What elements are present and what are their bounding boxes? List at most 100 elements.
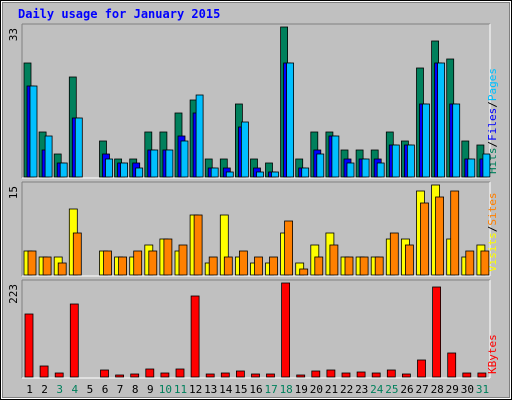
bar-sites-day-11 — [178, 244, 188, 276]
bar-sites-day-17 — [269, 256, 278, 276]
bar-kbytes-day-27 — [417, 359, 426, 378]
bar-sites-day-2 — [42, 256, 52, 276]
x-tick-label-day-10: 10 — [159, 383, 172, 396]
bar-kbytes-day-21 — [326, 369, 336, 378]
bar-sites-day-27 — [420, 202, 429, 276]
bar-sites-day-12 — [193, 214, 203, 276]
bar-pages-day-31 — [482, 153, 491, 178]
bar-sites-day-31 — [480, 250, 490, 276]
bar-sites-day-14 — [223, 256, 233, 276]
bar-kbytes-day-2 — [39, 365, 49, 378]
bar-sites-day-16 — [254, 256, 263, 276]
bar-kbytes-day-10 — [160, 372, 170, 378]
bar-pages-day-30 — [467, 158, 476, 178]
x-tick-label-day-14: 14 — [219, 383, 233, 396]
bar-kbytes-day-6 — [100, 369, 109, 378]
x-tick-label-day-5: 5 — [87, 383, 94, 396]
x-tick-label-day-9: 9 — [147, 383, 154, 396]
bar-pages-day-20 — [316, 153, 325, 178]
x-tick-label-day-16: 16 — [249, 383, 262, 396]
bar-kbytes-day-23 — [356, 371, 366, 378]
bar-kbytes-day-7 — [115, 374, 124, 378]
bar-kbytes-day-14 — [220, 372, 230, 378]
bar-sites-day-10 — [163, 238, 173, 276]
bar-pages-day-27 — [422, 103, 430, 178]
panel-visits-max-label: 15 — [7, 186, 20, 199]
bar-sites-day-18 — [284, 220, 294, 276]
bar-pages-day-7 — [120, 162, 128, 178]
bar-kbytes-day-19 — [296, 374, 306, 378]
legend-separator: / — [486, 101, 499, 108]
panel-hits-max-label: 33 — [7, 28, 20, 41]
bar-sites-day-28 — [435, 196, 445, 276]
x-tick-label-day-20: 20 — [310, 383, 323, 396]
bar-sites-day-7 — [118, 256, 127, 276]
bar-pages-day-17 — [271, 171, 279, 178]
bar-kbytes-day-20 — [311, 370, 321, 378]
legend-pages: Pages — [486, 68, 499, 101]
x-tick-label-day-1: 1 — [26, 383, 33, 396]
bar-sites-day-30 — [465, 250, 475, 276]
bar-pages-day-14 — [225, 171, 234, 178]
bar-pages-day-25 — [391, 144, 400, 178]
bar-pages-day-1 — [29, 85, 38, 178]
bar-pages-day-21 — [331, 135, 340, 178]
bar-pages-day-6 — [105, 158, 113, 178]
bar-sites-day-25 — [389, 232, 399, 276]
x-tick-label-day-18: 18 — [280, 383, 293, 396]
x-tick-label-day-22: 22 — [340, 383, 353, 396]
bar-kbytes-day-15 — [235, 370, 245, 378]
bar-pages-day-29 — [452, 103, 461, 178]
bar-sites-day-22 — [344, 256, 354, 276]
x-tick-label-day-7: 7 — [117, 383, 124, 396]
panel-kbytes: 223 KBytes — [7, 279, 499, 379]
bar-kbytes-day-22 — [341, 372, 351, 378]
legend-separator: / — [486, 141, 499, 148]
bar-pages-day-24 — [376, 162, 385, 178]
bar-sites-day-15 — [238, 250, 248, 276]
bar-kbytes-day-28 — [432, 286, 442, 378]
x-tick-label-day-31: 31 — [476, 383, 489, 396]
legend-sites: Sites — [486, 193, 499, 226]
panel-hits-legend: Hits/Files/Pages — [486, 68, 499, 174]
x-tick-label-day-24: 24 — [370, 383, 384, 396]
x-tick-label-day-30: 30 — [461, 383, 474, 396]
panel-kbytes-max-label: 223 — [7, 284, 20, 304]
bar-kbytes-day-29 — [447, 352, 457, 378]
bar-pages-day-28 — [437, 62, 446, 178]
bar-pages-day-22 — [346, 162, 355, 178]
bar-pages-day-2 — [44, 135, 53, 178]
x-tick-label-day-15: 15 — [234, 383, 247, 396]
bar-kbytes-day-17 — [266, 373, 275, 378]
panel-hits: 33 Hits/Files/Pages — [7, 23, 499, 179]
bar-pages-day-26 — [406, 144, 415, 178]
bar-kbytes-day-8 — [130, 373, 140, 378]
x-tick-label-day-4: 4 — [71, 383, 78, 396]
legend-files: Files — [486, 108, 499, 141]
bar-kbytes-day-16 — [251, 373, 260, 378]
bar-kbytes-day-25 — [386, 369, 396, 378]
x-tick-label-day-21: 21 — [325, 383, 338, 396]
bar-sites-day-29 — [450, 190, 460, 276]
x-tick-label-day-13: 13 — [204, 383, 217, 396]
panel-kbytes-background — [22, 280, 490, 378]
bar-sites-day-4 — [72, 232, 82, 276]
bar-kbytes-day-24 — [371, 372, 381, 378]
bar-pages-day-11 — [180, 140, 189, 178]
bar-pages-day-18 — [286, 62, 295, 178]
x-tick-label-day-25: 25 — [385, 383, 398, 396]
bar-kbytes-day-11 — [175, 368, 185, 378]
bar-pages-day-13 — [210, 167, 219, 178]
x-tick-label-day-3: 3 — [56, 383, 63, 396]
x-tick-label-day-29: 29 — [446, 383, 459, 396]
bar-kbytes-day-13 — [205, 373, 215, 378]
bar-kbytes-day-3 — [54, 372, 64, 378]
bar-sites-day-13 — [208, 256, 218, 276]
x-tick-label-day-28: 28 — [431, 383, 444, 396]
bar-kbytes-day-1 — [24, 313, 34, 378]
bar-pages-day-8 — [135, 167, 144, 178]
legend-separator: / — [486, 226, 499, 233]
